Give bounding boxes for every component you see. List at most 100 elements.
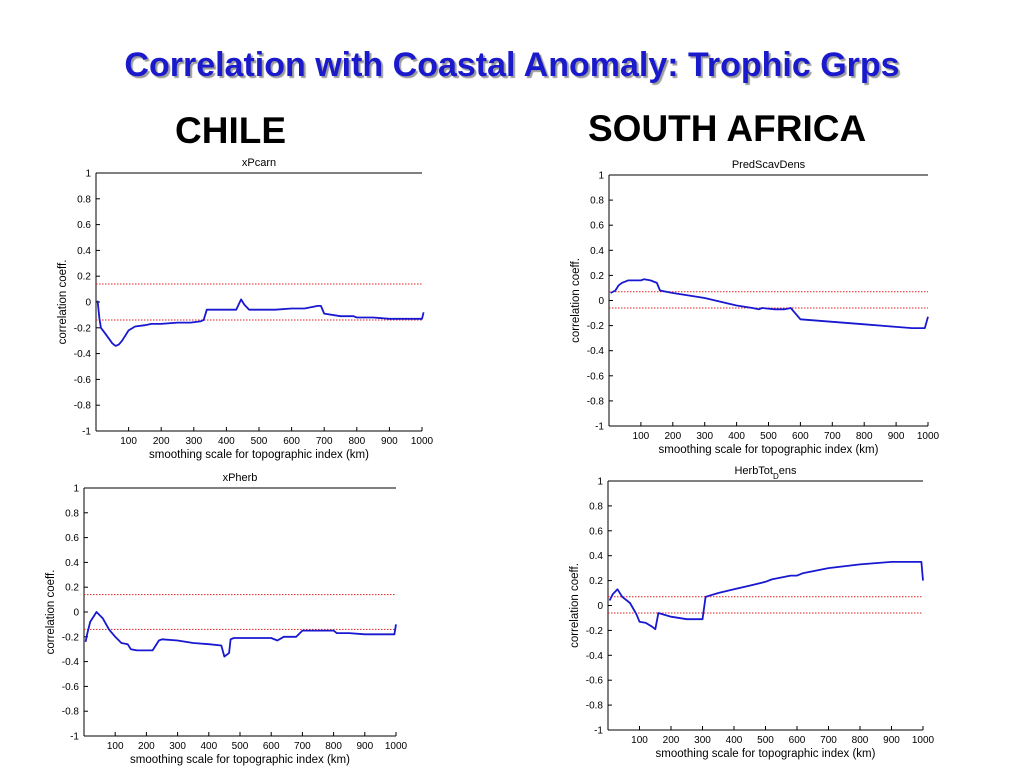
chart-3-x-tick-label: 300 [169, 741, 186, 752]
chart-2-y-tick-label: -0.8 [587, 396, 605, 407]
chart-1-x-tick-label: 900 [381, 436, 398, 447]
chart-1-x-tick-label: 600 [283, 436, 300, 447]
chart-3: 1 0.8 0.6 0.4 0.2 0 -0.2 -0.4 -0.6 -0.8 -1 100 200 30… [45, 472, 408, 766]
chart-4-y-tick-label: 0 [597, 601, 603, 612]
chart-4-y-tick-label: 0.8 [589, 501, 603, 512]
region-label-south-africa: SOUTH AFRICA [588, 108, 867, 149]
chart-1-x-tick-label: 1000 [411, 436, 434, 447]
chart-2-x-label: smoothing scale for topographic index (k… [659, 444, 879, 456]
chart-1-x-label: smoothing scale for topographic index (k… [149, 449, 369, 461]
chart-2-title: PredScavDens [732, 159, 806, 171]
chart-4-y-tick-label: 0.2 [589, 576, 603, 587]
chart-1-x-tick-label: 400 [218, 436, 235, 447]
chart-1-y-tick-label: -0.4 [74, 349, 92, 360]
chart-1-y-tick-label: 0.8 [77, 194, 91, 205]
chart-4-x-tick-label: 800 [852, 735, 869, 746]
chart-3-y-tick-label: 0.6 [65, 533, 79, 544]
chart-3-y-tick-label: -0.8 [62, 707, 80, 718]
chart-3-y-tick-label: -0.6 [62, 682, 80, 693]
chart-1-x-tick-label: 300 [185, 436, 202, 447]
chart-3-y-tick-label: -0.2 [62, 632, 80, 643]
chart-1: 1 0.8 0.6 0.4 0.2 0 -0.2 -0.4 -0.6 -0.8 -1 100 200 30… [57, 157, 434, 461]
chart-2-y-tick-label: -0.4 [587, 346, 605, 357]
chart-3-x-tick-label: 500 [232, 741, 249, 752]
chart-4-x-tick-label: 900 [883, 735, 900, 746]
chart-2-y-tick-label: -1 [595, 422, 604, 433]
chart-4-y-tick-label: 0.4 [589, 551, 603, 562]
chart-2-y-tick-label: 1 [598, 171, 604, 182]
chart-2-x-tick-label: 200 [664, 431, 681, 442]
chart-4-x-tick-label: 500 [757, 735, 774, 746]
chart-1-x-tick-label: 200 [153, 436, 170, 447]
chart-2-y-tick-label: 0.2 [590, 271, 604, 282]
chart-3-x-tick-label: 200 [138, 741, 155, 752]
chart-4-x-tick-label: 1000 [912, 735, 935, 746]
chart-3-y-tick-label: 0.2 [65, 583, 79, 594]
chart-4-y-tick-label: -0.2 [586, 626, 604, 637]
chart-2-y-tick-label: -0.2 [587, 321, 605, 332]
chart-4-y-tick-label: 0.6 [589, 526, 603, 537]
chart-1-x-tick-label: 700 [316, 436, 333, 447]
chart-2-x-tick-label: 300 [696, 431, 713, 442]
chart-4-x-tick-label: 600 [789, 735, 806, 746]
chart-2-x-tick-label: 600 [792, 431, 809, 442]
chart-1-y-tick-label: -0.6 [74, 375, 92, 386]
chart-4-y-tick-label: -0.4 [586, 651, 604, 662]
chart-4-x-tick-label: 700 [820, 735, 837, 746]
slide-title: Correlation with Coastal Anomaly: Trophi… [124, 46, 900, 84]
chart-2-y-label: correlation coeff. [570, 258, 582, 343]
chart-1-y-tick-label: 1 [85, 169, 91, 180]
chart-3-y-tick-label: 0.4 [65, 558, 79, 569]
chart-3-x-tick-label: 800 [325, 741, 342, 752]
chart-2-y-tick-label: 0 [598, 296, 604, 307]
chart-4-y-label: correlation coeff. [569, 563, 581, 648]
chart-4-x-tick-label: 300 [694, 735, 711, 746]
chart-2-x-tick-label: 800 [856, 431, 873, 442]
chart-3-y-label: correlation coeff. [45, 570, 57, 655]
chart-3-y-tick-label: 1 [73, 484, 79, 495]
chart-1-y-tick-label: 0.4 [77, 246, 91, 257]
chart-4-series-line [608, 561, 924, 631]
chart-2-y-tick-label: 0.8 [590, 196, 604, 207]
chart-3-y-tick-label: -1 [70, 732, 79, 743]
chart-2-series-line [610, 278, 929, 330]
chart-3-y-tick-label: -0.4 [62, 657, 80, 668]
chart-2-x-tick-label: 700 [824, 431, 841, 442]
chart-1-y-tick-label: -0.8 [74, 401, 92, 412]
chart-3-x-tick-label: 700 [294, 741, 311, 752]
chart-3-x-tick-label: 100 [107, 741, 124, 752]
chart-3-x-tick-label: 400 [200, 741, 217, 752]
chart-2: 1 0.8 0.6 0.4 0.2 0 -0.2 -0.4 -0.6 -0.8 -1 100 200 30… [570, 159, 940, 456]
chart-1-y-tick-label: -0.2 [74, 323, 92, 334]
chart-3-y-tick-label: 0 [73, 608, 79, 619]
chart-3-y-tick-label: 0.8 [65, 508, 79, 519]
chart-1-y-tick-label: -1 [82, 427, 91, 438]
region-label-chile: CHILE [175, 112, 286, 146]
chart-1-y-tick-label: 0.6 [77, 220, 91, 231]
chart-4-y-tick-label: -0.6 [586, 676, 604, 687]
chart-1-title: xPcarn [242, 157, 276, 169]
chart-4-x-tick-label: 200 [663, 735, 680, 746]
chart-1-series-line [96, 298, 425, 347]
chart-3-x-label: smoothing scale for topographic index (k… [130, 754, 350, 766]
chart-2-y-tick-label: 0.4 [590, 246, 604, 257]
chart-2-x-tick-label: 900 [888, 431, 905, 442]
chart-4-y-tick-label: -1 [594, 726, 603, 737]
chart-1-x-tick-label: 800 [348, 436, 365, 447]
chart-2-x-tick-label: 500 [760, 431, 777, 442]
chart-3-series-line [84, 611, 397, 658]
chart-3-title: xPherb [223, 472, 258, 484]
chart-1-x-tick-label: 500 [251, 436, 268, 447]
chart-3-x-tick-label: 900 [356, 741, 373, 752]
chart-2-y-tick-label: -0.6 [587, 371, 605, 382]
chart-1-x-tick-label: 100 [120, 436, 137, 447]
chart-4-y-tick-label: -0.8 [586, 701, 604, 712]
chart-4-x-tick-label: 100 [631, 735, 648, 746]
chart-2-x-tick-label: 400 [728, 431, 745, 442]
chart-1-y-label: correlation coeff. [57, 260, 69, 345]
chart-1-y-tick-label: 0.2 [77, 272, 91, 283]
chart-2-y-tick-label: 0.6 [590, 221, 604, 232]
chart-4-y-tick-label: 1 [597, 477, 603, 488]
chart-2-x-tick-label: 1000 [917, 431, 940, 442]
